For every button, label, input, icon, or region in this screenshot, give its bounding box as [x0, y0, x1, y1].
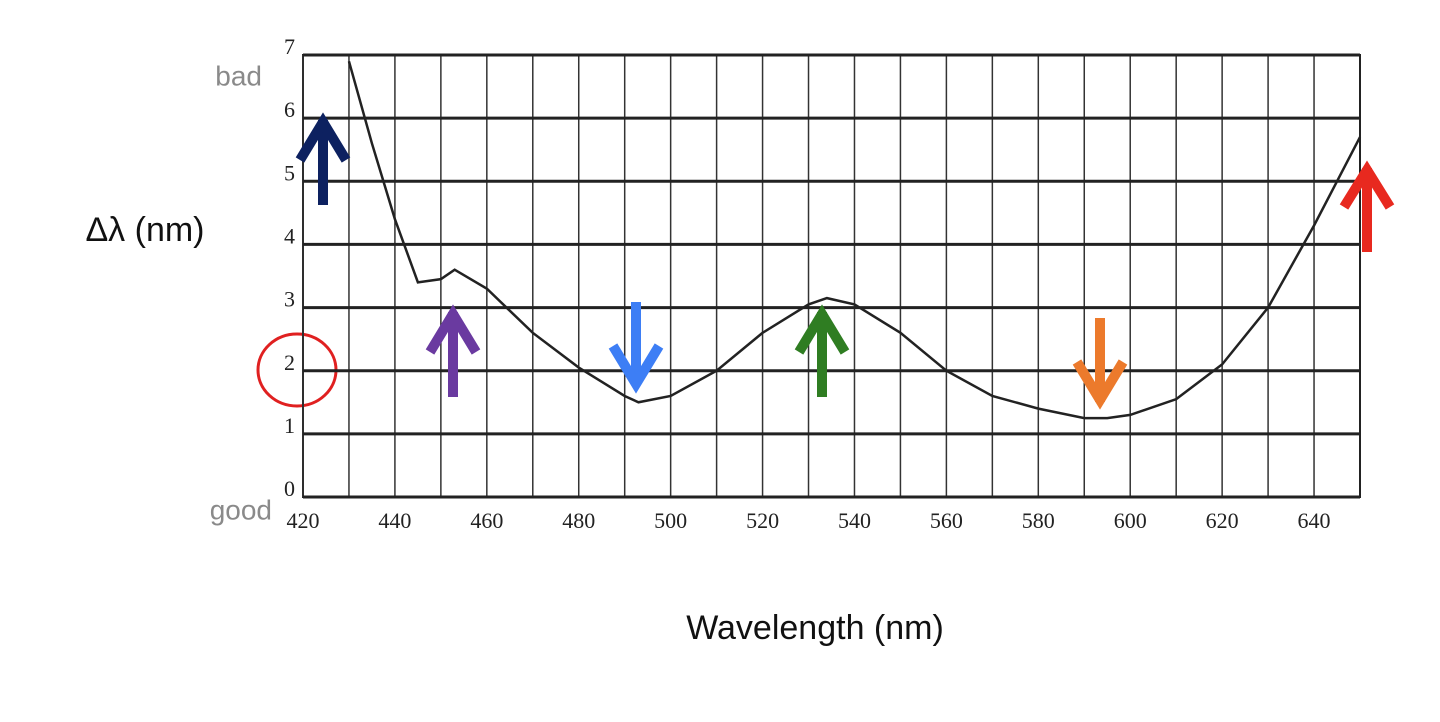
- y-tick-label: 7: [284, 34, 295, 59]
- y-tick-label: 4: [284, 223, 295, 248]
- x-tick-label: 440: [378, 508, 411, 533]
- x-tick-label: 620: [1206, 508, 1239, 533]
- y-tick-label: 6: [284, 97, 295, 122]
- y-tick-label: 1: [284, 413, 295, 438]
- x-axis-label: Wavelength (nm): [686, 609, 944, 647]
- x-tick-label: 580: [1022, 508, 1055, 533]
- x-tick-label: 480: [562, 508, 595, 533]
- x-tick-label: 640: [1298, 508, 1331, 533]
- x-tick-label: 420: [287, 508, 320, 533]
- x-tick-label: 460: [470, 508, 503, 533]
- y-tick-label: 5: [284, 160, 295, 185]
- x-tick-label: 560: [930, 508, 963, 533]
- data-line: [347, 60, 1362, 420]
- annotation-good: good: [210, 494, 272, 525]
- arrow: [794, 304, 850, 397]
- x-tick-label: 540: [838, 508, 871, 533]
- y-tick-label: 2: [284, 350, 295, 375]
- y-axis-label: Δλ (nm): [85, 211, 204, 249]
- arrow: [608, 302, 664, 394]
- arrow: [295, 112, 351, 205]
- y-tick-label: 0: [284, 476, 295, 501]
- x-tick-label: 600: [1114, 508, 1147, 533]
- x-tick-label: 520: [746, 508, 779, 533]
- arrow: [425, 304, 481, 397]
- arrow: [1072, 318, 1128, 410]
- plot-frame: [302, 54, 1361, 498]
- x-tick-label: 500: [654, 508, 687, 533]
- annotation-bad: bad: [215, 60, 262, 91]
- y-tick-label: 3: [284, 287, 295, 312]
- arrow: [1339, 160, 1395, 252]
- arrows: [295, 112, 1395, 410]
